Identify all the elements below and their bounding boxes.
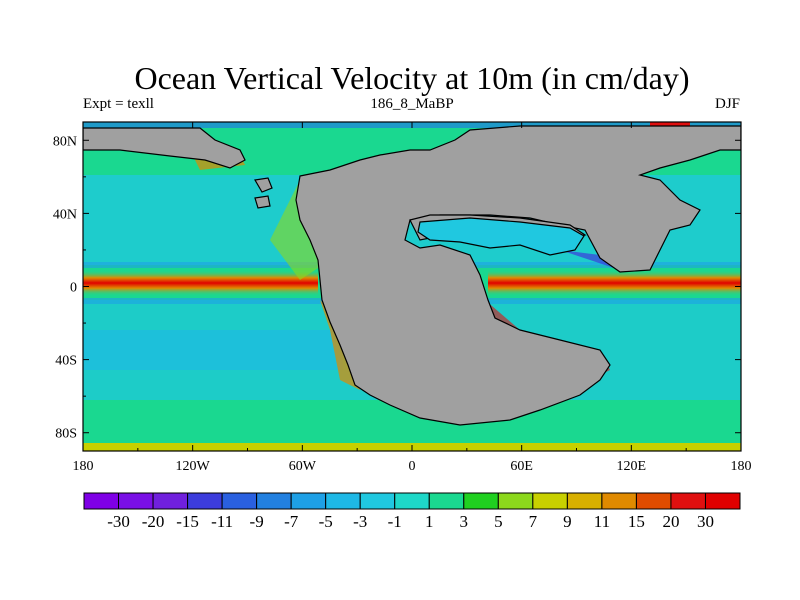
colorbar-label: 15 <box>628 512 645 531</box>
land-arctic-west <box>83 127 246 169</box>
colorbar-swatch <box>601 492 637 510</box>
colorbar-swatch <box>152 492 189 510</box>
equatorial-upwelling-east <box>488 270 741 296</box>
colorbar-label: 30 <box>697 512 714 531</box>
colorbar-swatch <box>325 492 361 510</box>
colorbar-swatch <box>83 492 120 510</box>
south-pacific-band <box>83 330 343 370</box>
colorbar-label: 11 <box>594 512 610 531</box>
colorbar-label: 20 <box>662 512 679 531</box>
colorbar-swatch <box>463 492 499 510</box>
colorbar-swatch <box>428 492 465 510</box>
x-tick-label: 60E <box>510 459 533 474</box>
colorbar-swatch <box>532 492 568 510</box>
y-tick-label: 80S <box>55 427 77 442</box>
colorbar-swatch <box>635 492 672 510</box>
x-tick-label: 120E <box>617 459 647 474</box>
colorbar-label: 3 <box>460 512 469 531</box>
tethys-sea <box>417 217 585 256</box>
colorbar-swatch <box>670 492 706 510</box>
colorbar-swatch <box>566 492 603 510</box>
colorbar-label: 1 <box>425 512 434 531</box>
x-tick-label: 0 <box>409 459 416 474</box>
experiment-label: Expt = texll <box>83 96 154 112</box>
colorbar-swatch <box>118 492 154 510</box>
colorbar-swatch <box>704 492 741 510</box>
colorbar-label: 5 <box>494 512 503 531</box>
x-tick-label: 180 <box>73 459 94 474</box>
colorbar-label: -20 <box>142 512 165 531</box>
colorbar-swatch <box>221 492 258 510</box>
colorbar-label: -7 <box>284 512 299 531</box>
season-label: DJF <box>714 96 740 112</box>
land-island-1 <box>254 177 273 193</box>
chart-title: Ocean Vertical Velocity at 10m (in cm/da… <box>134 60 690 96</box>
x-tick-label: 120W <box>176 459 211 474</box>
colorbar: -30 -20 -15 -11 -9 -7 -5 -3 -1 1 3 5 7 9 11 15 20 30 <box>83 492 741 531</box>
colorbar-label: -5 <box>319 512 333 531</box>
x-tick-label: 180 <box>731 459 752 474</box>
colorbar-label: -1 <box>388 512 402 531</box>
y-tick-label: 40N <box>53 207 77 222</box>
colorbar-label: 9 <box>563 512 572 531</box>
y-axis: 80N 40N 0 40S 80S <box>53 134 741 442</box>
colorbar-swatch <box>187 492 223 510</box>
colorbar-label: -30 <box>107 512 130 531</box>
colorbar-label: -15 <box>176 512 199 531</box>
colorbar-swatch <box>359 492 396 510</box>
y-tick-label: 0 <box>70 281 77 296</box>
colorbar-label: -9 <box>250 512 264 531</box>
equatorial-upwelling-west <box>83 270 318 296</box>
colorbar-swatch <box>497 492 534 510</box>
x-tick-label: 60W <box>289 459 317 474</box>
period-label: 186_8_MaBP <box>370 96 454 112</box>
y-tick-label: 80N <box>53 134 77 149</box>
colorbar-swatch <box>256 492 292 510</box>
colorbar-label: -3 <box>353 512 367 531</box>
colorbar-label: 7 <box>529 512 538 531</box>
land-island-2 <box>254 195 271 209</box>
x-axis: 180 120W 60W 0 60E 120E 180 <box>73 122 752 474</box>
map-plot-area <box>83 122 741 451</box>
y-tick-label: 40S <box>55 354 77 369</box>
colorbar-label: -11 <box>211 512 233 531</box>
colorbar-swatch <box>394 492 430 510</box>
colorbar-swatch <box>290 492 327 510</box>
